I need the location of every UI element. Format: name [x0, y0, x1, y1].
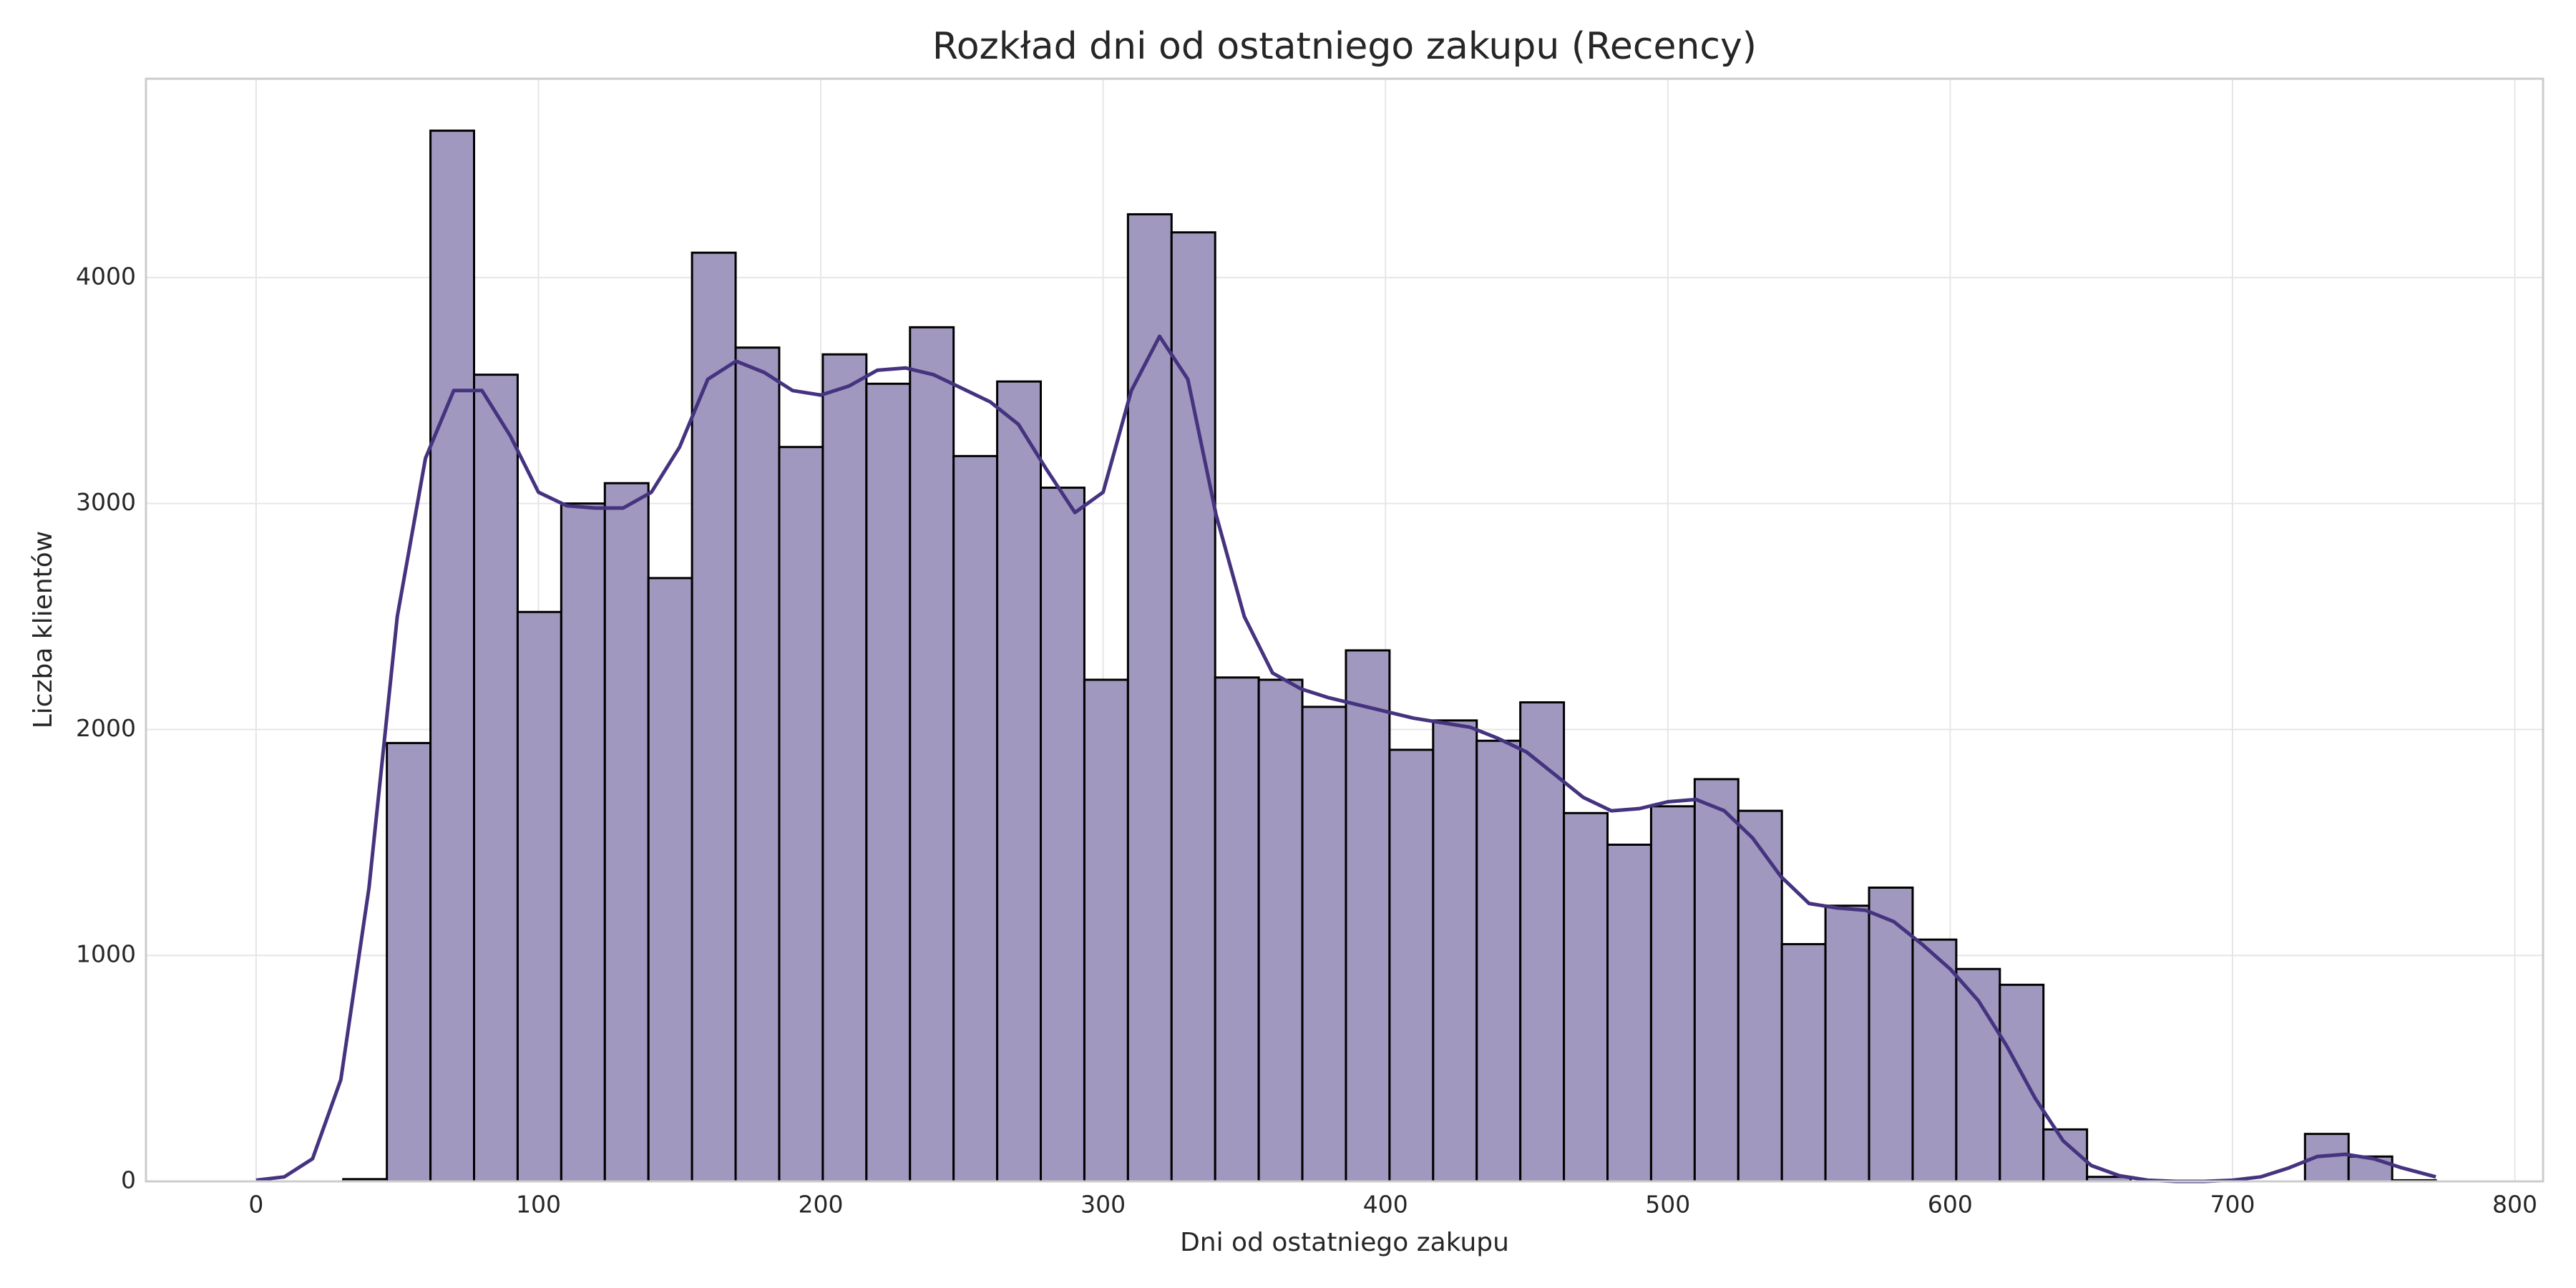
- bar: [821, 353, 868, 1183]
- bar: [1214, 676, 1260, 1183]
- bar: [647, 577, 693, 1183]
- bar: [429, 130, 476, 1183]
- bar: [560, 502, 606, 1183]
- x-tick-label: 300: [1080, 1191, 1126, 1219]
- chart-title: Rozkład dni od ostatniego zakupu (Recenc…: [932, 25, 1757, 68]
- bar: [952, 454, 999, 1183]
- bar: [1649, 805, 1696, 1183]
- bar: [778, 446, 824, 1183]
- x-tick-label: 0: [248, 1191, 263, 1219]
- bar: [1432, 719, 1478, 1183]
- bar: [909, 326, 955, 1183]
- bar: [2347, 1155, 2394, 1183]
- bar: [1606, 843, 1652, 1183]
- bar: [1040, 487, 1085, 1183]
- bar: [734, 346, 781, 1183]
- kde-line: [255, 334, 2436, 1184]
- bar: [1999, 983, 2045, 1183]
- x-axis-label: Dni od ostatniego zakupu: [1180, 1228, 1509, 1257]
- bar: [1475, 739, 1522, 1183]
- bar: [996, 380, 1043, 1183]
- bar: [691, 251, 737, 1183]
- y-axis-label: Liczba klientów: [29, 531, 58, 729]
- bar: [516, 610, 562, 1183]
- bar: [1824, 904, 1870, 1183]
- bar: [1693, 778, 1740, 1183]
- bar: [1083, 678, 1129, 1183]
- bar: [1126, 213, 1173, 1183]
- y-tick-label: 1000: [76, 940, 136, 968]
- bar: [473, 374, 519, 1183]
- bar: [865, 382, 912, 1183]
- plot-frame: [145, 77, 2545, 1183]
- x-tick-label: 800: [2492, 1191, 2537, 1219]
- bar: [1301, 706, 1347, 1183]
- bar: [1257, 678, 1304, 1183]
- bar: [1563, 811, 1609, 1183]
- bar: [1519, 701, 1566, 1183]
- bar: [1737, 809, 1783, 1183]
- bar: [1911, 938, 1958, 1183]
- bar: [603, 482, 650, 1183]
- x-tick-label: 200: [799, 1191, 844, 1219]
- x-tick-label: 400: [1363, 1191, 1408, 1219]
- bar: [1955, 967, 2001, 1183]
- y-tick-label: 4000: [76, 262, 136, 290]
- x-tick-label: 500: [1645, 1191, 1690, 1219]
- bar: [1345, 649, 1391, 1183]
- y-tick-label: 3000: [76, 488, 136, 516]
- x-tick-label: 700: [2210, 1191, 2255, 1219]
- x-tick-label: 100: [516, 1191, 561, 1219]
- x-tick-label: 600: [1928, 1191, 1973, 1219]
- y-tick-label: 0: [121, 1166, 136, 1194]
- bar: [1780, 942, 1827, 1183]
- bar: [386, 741, 432, 1183]
- bar: [1388, 748, 1435, 1183]
- bar: [1170, 231, 1216, 1183]
- y-tick-label: 2000: [76, 714, 136, 742]
